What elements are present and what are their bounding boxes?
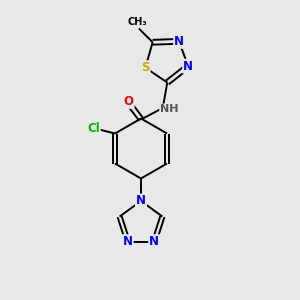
- Text: N: N: [149, 235, 159, 248]
- Text: N: N: [183, 60, 193, 73]
- Text: CH₃: CH₃: [128, 17, 147, 27]
- Text: N: N: [136, 194, 146, 208]
- Text: N: N: [174, 35, 184, 48]
- Text: NH: NH: [160, 104, 178, 115]
- Text: O: O: [124, 95, 134, 108]
- Text: S: S: [141, 61, 150, 74]
- Text: N: N: [123, 235, 133, 248]
- Text: Cl: Cl: [87, 122, 100, 136]
